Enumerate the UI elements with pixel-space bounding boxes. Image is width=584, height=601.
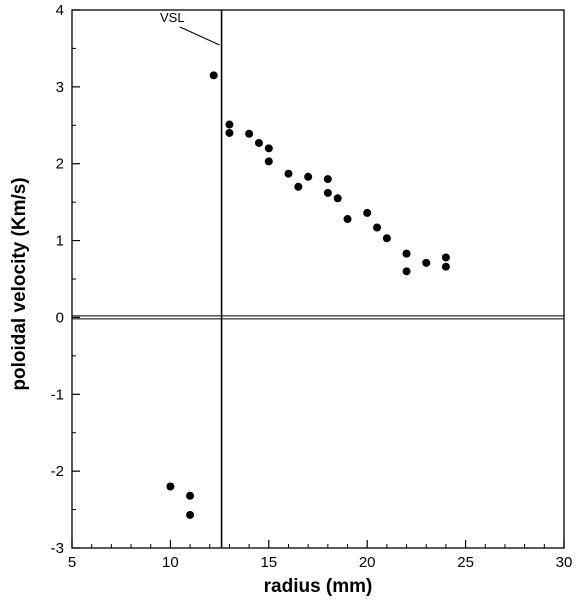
y-tick-label-7: 4 (56, 2, 64, 19)
x-axis-ticks: 5 10 15 20 25 30 (68, 540, 573, 571)
vsl-annotation: VSL (160, 10, 220, 46)
y-axis-ticks: -3 -2 -1 0 1 2 3 4 (51, 2, 80, 557)
x-tick-label-4: 25 (457, 554, 474, 571)
data-point-0-23 (441, 253, 450, 262)
data-point-0-15 (333, 194, 342, 203)
data-point-0-7 (254, 138, 263, 147)
data-point-0-3 (209, 71, 218, 80)
data-point-0-20 (402, 249, 411, 258)
data-point-0-4 (225, 120, 234, 129)
data-point-0-0 (166, 482, 175, 491)
data-point-0-24 (441, 262, 450, 271)
data-point-0-1 (186, 491, 195, 500)
data-point-0-12 (304, 172, 313, 181)
y-tick-label-5: 2 (56, 156, 64, 173)
data-point-0-8 (264, 144, 273, 153)
data-point-0-6 (245, 129, 254, 138)
data-point-0-16 (343, 215, 352, 224)
vsl-label: VSL (160, 10, 185, 25)
x-tick-label-1: 10 (162, 554, 179, 571)
data-point-0-17 (363, 208, 372, 217)
vsl-leader-line (179, 26, 220, 46)
y-tick-label-3: 0 (56, 309, 64, 326)
x-tick-label-3: 20 (359, 554, 376, 571)
x-tick-label-5: 30 (556, 554, 573, 571)
y-tick-label-6: 3 (56, 79, 64, 96)
data-point-0-5 (225, 128, 234, 137)
y-tick-label-2: -1 (51, 386, 64, 403)
reference-lines (72, 10, 564, 548)
data-points (166, 71, 450, 519)
data-point-0-19 (382, 234, 391, 243)
x-tick-label-0: 5 (68, 554, 76, 571)
x-tick-label-2: 15 (260, 554, 277, 571)
data-point-0-14 (323, 188, 332, 197)
data-point-0-13 (323, 175, 332, 184)
data-point-0-22 (422, 258, 431, 267)
data-point-0-10 (284, 169, 293, 178)
data-point-0-2 (186, 510, 195, 519)
data-point-0-18 (373, 223, 382, 232)
y-axis-title: poloidal velocity (Km/s) (9, 177, 30, 390)
y-tick-label-1: -2 (51, 463, 64, 480)
x-axis-title: radius (mm) (264, 576, 373, 597)
data-point-0-9 (264, 157, 273, 166)
plot-frame (71, 9, 565, 549)
y-tick-label-4: 1 (56, 233, 64, 250)
y-tick-label-0: -3 (51, 540, 64, 557)
data-point-0-11 (294, 182, 303, 191)
data-point-0-21 (402, 267, 411, 276)
